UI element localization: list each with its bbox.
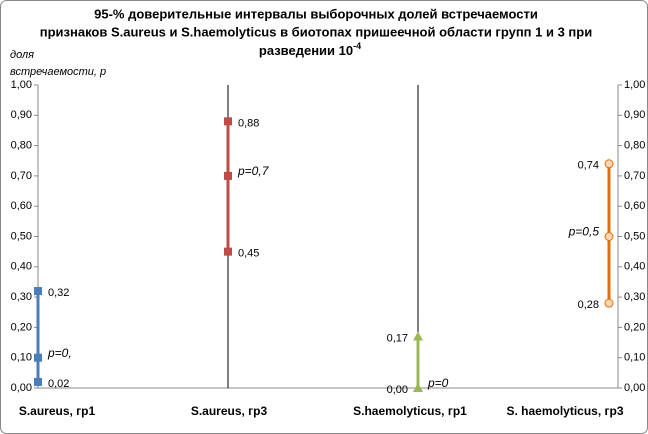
y-tick-label: 0,60 [11,200,32,212]
value-label: 0,45 [238,248,259,260]
point [34,377,42,386]
y-tick-label: 0,10 [11,352,32,364]
y-tick-label: 0,20 [11,321,32,333]
point [34,353,42,362]
value-label: 0,28 [578,299,599,311]
x-tick-label: S.haemolyticus, гр1 [353,404,467,418]
y-tick-label: 0,70 [11,170,32,182]
value-label: 0,88 [238,117,259,129]
value-label: p=0, [47,346,72,360]
y2-tick-label: 0,60 [624,200,645,212]
value-label: p=0,7 [237,164,270,178]
title-line: признаков S.aureus и S.haemolyticus в би… [40,24,592,39]
y-tick-label: 0,00 [11,382,32,394]
y2-tick-label: 0,80 [624,140,645,152]
y-tick-label: 0,50 [11,230,32,242]
point [224,171,232,180]
y2-tick-label: 0,50 [624,230,645,242]
y-tick-label: 0,30 [11,291,32,303]
point [224,117,232,126]
y2-tick-label: 0,90 [624,109,645,121]
value-label: 0,17 [387,332,408,344]
title-line: разведении 10-4 [259,41,361,58]
value-label: 0,00 [387,384,408,396]
value-label: p=0,5 [568,225,600,239]
point [604,232,614,241]
point [604,159,614,169]
title-line: 95-% доверительные интервалы выборочных … [94,6,538,21]
value-label: 0,74 [578,160,599,172]
y-label-line: встречаемости, p [10,66,106,78]
y2-tick-label: 0,20 [624,321,645,333]
y2-tick-label: 0,40 [624,261,645,273]
value-label: 0,32 [48,287,69,299]
point [34,287,42,296]
y-tick-label: 1,00 [11,79,32,91]
y2-tick-label: 0,30 [624,291,645,303]
point [413,383,423,392]
y2-tick-label: 0,10 [624,352,645,364]
value-label: 0,02 [48,378,69,390]
y2-tick-label: 0,00 [624,382,645,394]
x-tick-label: S.aureus, гр3 [191,404,268,418]
y-tick-label: 0,80 [11,140,32,152]
y-label-line: доля [10,49,34,61]
y-tick-label: 0,90 [11,109,32,121]
x-tick-label: S.aureus, гр1 [19,404,96,418]
point [604,298,614,308]
title-superscript: -4 [353,41,361,51]
y2-tick-label: 0,70 [624,170,645,182]
x-tick-label: S. haemolyticus, гр3 [506,404,623,418]
y2-tick-label: 1,00 [624,79,645,91]
point [224,247,232,256]
point [413,331,423,341]
y-tick-label: 0,40 [11,261,32,273]
title-text: разведении 10 [259,43,353,58]
value-label: p=0 [427,376,449,390]
